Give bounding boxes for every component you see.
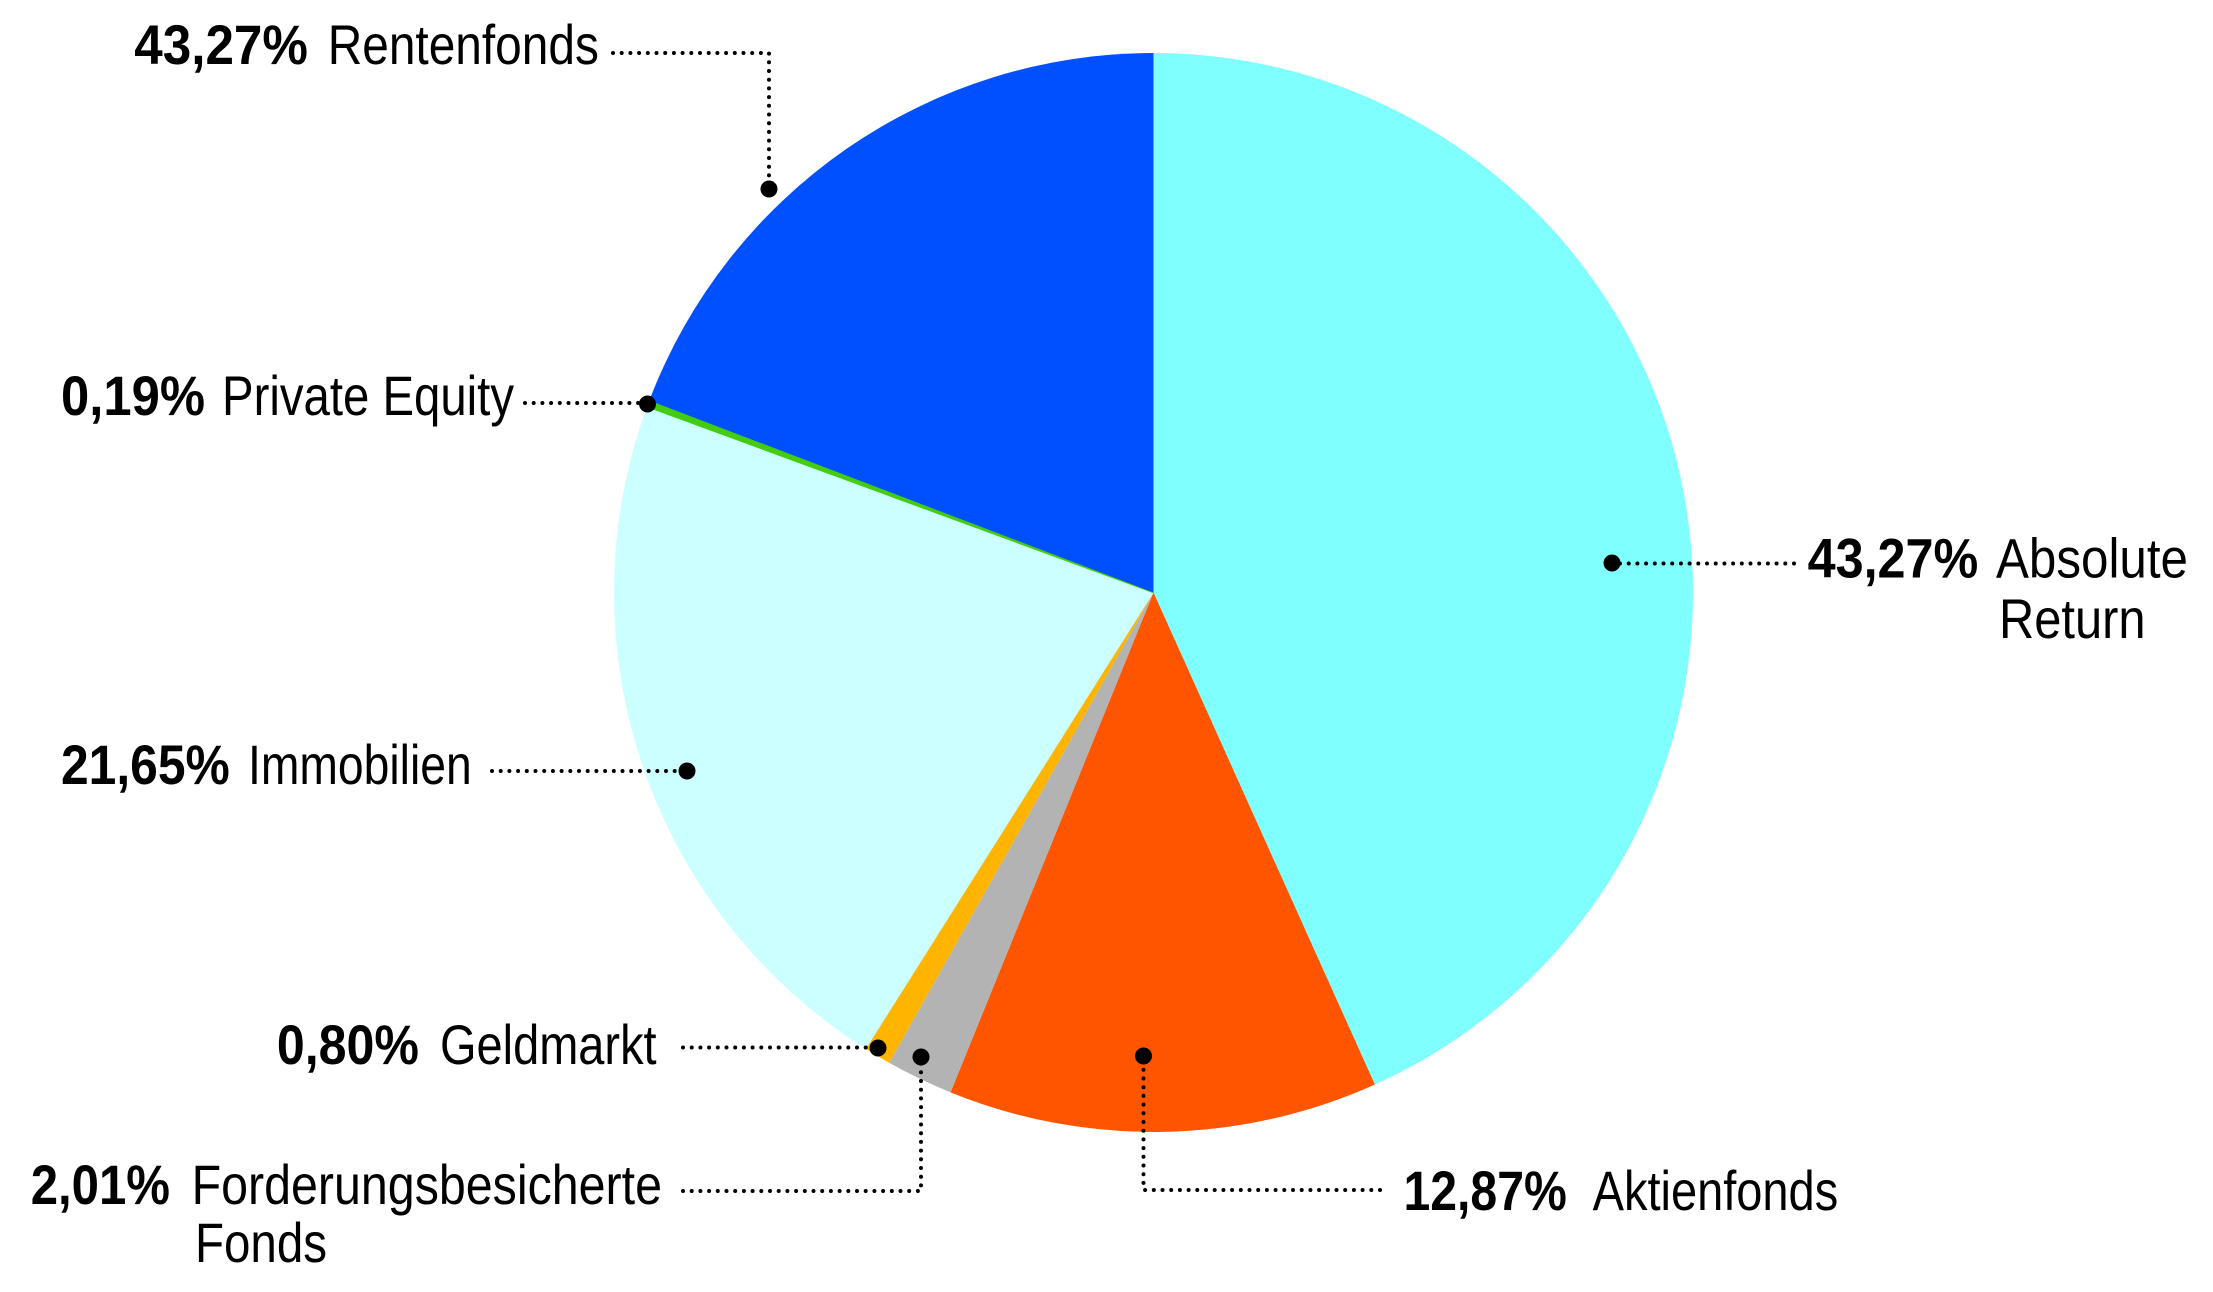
svg-text:0,19%: 0,19% (61, 364, 205, 427)
svg-text:43,27%: 43,27% (1808, 526, 1979, 589)
svg-text:Private Equity: Private Equity (222, 364, 514, 427)
svg-text:Return: Return (1999, 587, 2146, 650)
svg-text:2,01%: 2,01% (31, 1153, 170, 1216)
svg-text:12,87%: 12,87% (1404, 1159, 1567, 1222)
svg-text:21,65%: 21,65% (61, 733, 230, 796)
svg-text:Geldmarkt: Geldmarkt (440, 1013, 657, 1076)
svg-text:0,80%: 0,80% (277, 1013, 419, 1076)
svg-text:Immobilien: Immobilien (248, 733, 472, 796)
svg-text:43,27%: 43,27% (134, 13, 308, 76)
svg-text:Forderungsbesicherte: Forderungsbesicherte (192, 1153, 662, 1216)
svg-text:Rentenfonds: Rentenfonds (328, 13, 599, 76)
svg-text:Fonds: Fonds (195, 1211, 327, 1274)
svg-text:Aktienfonds: Aktienfonds (1593, 1159, 1839, 1222)
svg-text:Absolute: Absolute (1996, 526, 2188, 589)
